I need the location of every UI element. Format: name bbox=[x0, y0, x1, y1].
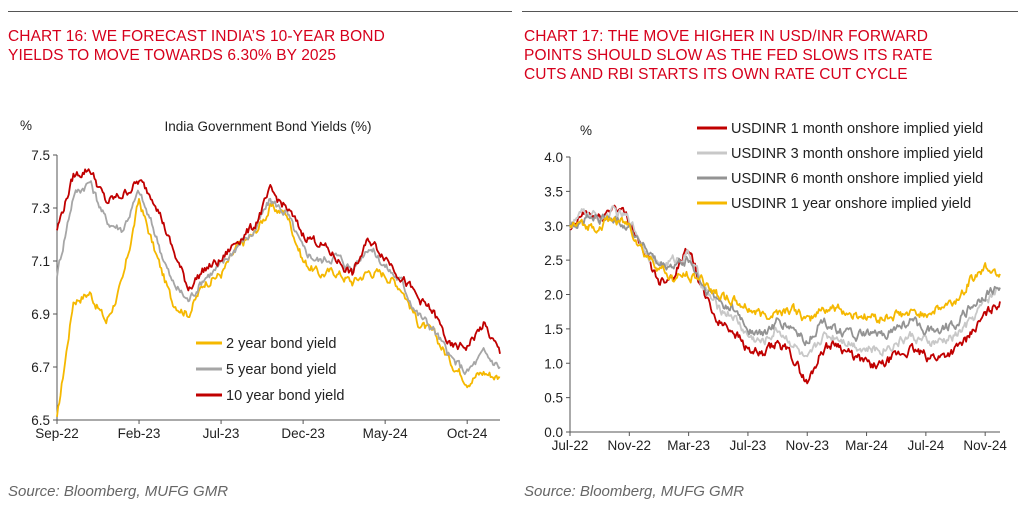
chart16-y-label: % bbox=[20, 118, 32, 133]
chart16-y-tick-label: 7.3 bbox=[31, 201, 50, 216]
chart17-series-line bbox=[569, 205, 1001, 358]
chart17-x-tick-label: Jul-23 bbox=[730, 438, 767, 453]
chart17-source: Source: Bloomberg, MUFG GMR bbox=[524, 483, 745, 500]
chart17-legend-label: USDINR 6 month onshore implied yield bbox=[731, 171, 983, 187]
chart16-y-tick-label: 6.5 bbox=[31, 413, 50, 428]
chart16-series-line bbox=[56, 168, 501, 354]
chart16-plot bbox=[53, 154, 501, 424]
chart16-legend-label: 10 year bond yield bbox=[226, 388, 345, 404]
chart17-x-tick-label: Jul-22 bbox=[552, 438, 589, 453]
chart17-y-tick-label: 4.0 bbox=[544, 150, 563, 165]
chart17-x-tick-label: Mar-24 bbox=[845, 438, 888, 453]
chart17-x-tick-label: Jul-24 bbox=[907, 438, 944, 453]
chart16-x-tick-label: Feb-23 bbox=[118, 426, 161, 441]
chart17-series-line bbox=[569, 215, 1001, 324]
chart17-title-line-2: POINTS SHOULD SLOW AS THE FED SLOWS ITS … bbox=[524, 47, 933, 64]
chart17-plot bbox=[566, 156, 1001, 436]
chart17-y-tick-label: 1.5 bbox=[544, 322, 563, 337]
chart17-x-tick-label: Nov-22 bbox=[608, 438, 652, 453]
chart17-title: CHART 17: THE MOVE HIGHER IN USD/INR FOR… bbox=[524, 27, 1020, 84]
chart16-source: Source: Bloomberg, MUFG GMR bbox=[8, 483, 229, 500]
chart16-series-line bbox=[56, 198, 501, 418]
chart17-y-tick-label: 3.0 bbox=[544, 219, 563, 234]
chart17-y-tick-label: 3.5 bbox=[544, 184, 563, 199]
chart17-y-tick-label: 2.5 bbox=[544, 253, 563, 268]
chart17-y-tick-label: 0.0 bbox=[544, 425, 563, 440]
top-rule-right bbox=[522, 11, 1018, 12]
chart17-y-tick-label: 2.0 bbox=[544, 288, 563, 303]
top-rule-left bbox=[8, 11, 512, 12]
chart17-y-tick-label: 1.0 bbox=[544, 356, 563, 371]
chart17-title-line-3: CUTS AND RBI STARTS ITS OWN RATE CUT CYC… bbox=[524, 66, 908, 83]
chart16-series-line bbox=[56, 180, 501, 376]
chart16-x-tick-label: Jul-23 bbox=[203, 426, 240, 441]
chart16-x-tick-label: Dec-23 bbox=[281, 426, 325, 441]
chart17-legend-label: USDINR 1 year onshore implied yield bbox=[731, 196, 971, 212]
chart16-title-line-1: CHART 16: WE FORECAST INDIA’S 10-YEAR BO… bbox=[8, 28, 385, 45]
chart16-x-tick-label: Sep-22 bbox=[35, 426, 79, 441]
chart16-legend-label: 5 year bond yield bbox=[226, 362, 336, 378]
chart16-x-tick-label: May-24 bbox=[363, 426, 409, 441]
chart16-title-line-2: YIELDS TO MOVE TOWARDS 6.30% BY 2025 bbox=[8, 47, 337, 64]
chart16-y-tick-label: 6.7 bbox=[31, 360, 50, 375]
chart16-y-tick-label: 7.1 bbox=[31, 254, 50, 269]
chart16-y-tick-label: 6.9 bbox=[31, 307, 50, 322]
chart17-x-tick-label: Nov-24 bbox=[963, 438, 1007, 453]
chart17-title-line-1: CHART 17: THE MOVE HIGHER IN USD/INR FOR… bbox=[524, 28, 929, 45]
chart17-x-tick-label: Nov-23 bbox=[785, 438, 829, 453]
chart17-y-label: % bbox=[580, 123, 592, 138]
chart17-y-tick-label: 0.5 bbox=[544, 391, 563, 406]
chart17-x-tick-label: Mar-23 bbox=[667, 438, 710, 453]
chart16-x-tick-label: Oct-24 bbox=[447, 426, 488, 441]
chart16-plot-title: India Government Bond Yields (%) bbox=[164, 119, 371, 134]
chart16-legend-label: 2 year bond yield bbox=[226, 336, 336, 352]
chart17-legend-label: USDINR 3 month onshore implied yield bbox=[731, 146, 983, 162]
chart16-title: CHART 16: WE FORECAST INDIA’S 10-YEAR BO… bbox=[8, 27, 512, 65]
chart16-y-tick-label: 7.5 bbox=[31, 148, 50, 163]
chart17-legend-label: USDINR 1 month onshore implied yield bbox=[731, 121, 983, 137]
